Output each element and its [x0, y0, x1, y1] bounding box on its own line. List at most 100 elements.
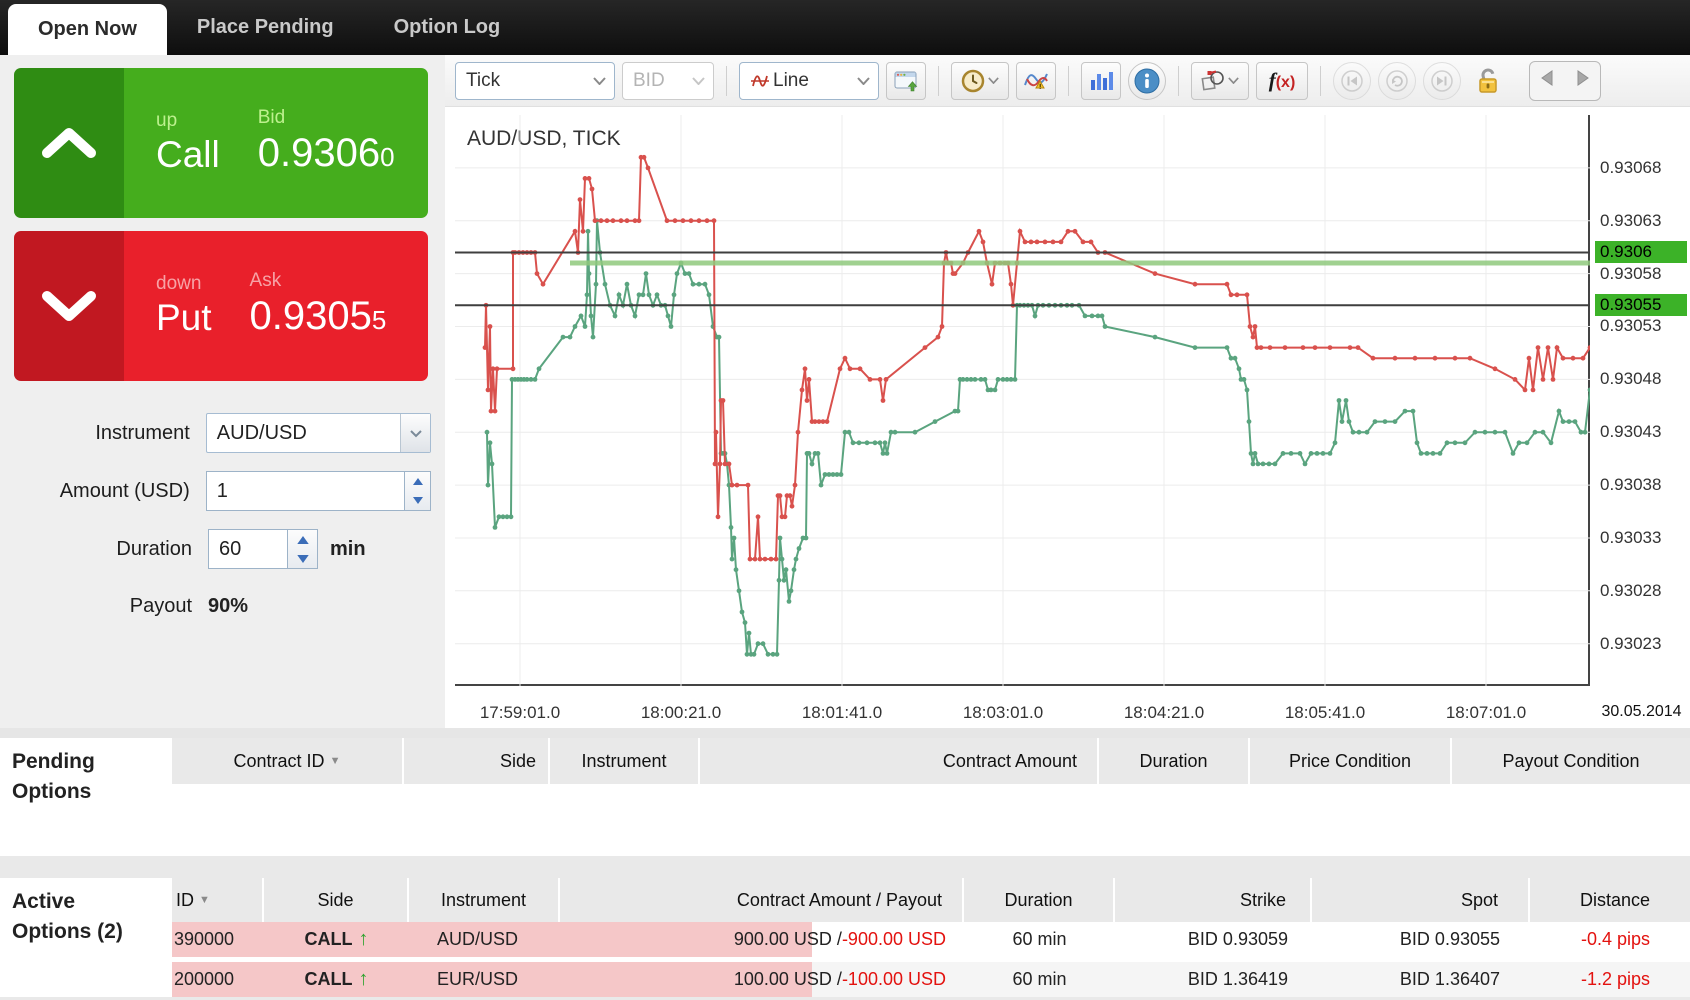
chart-alerts-button[interactable] — [1016, 61, 1056, 100]
chevron-down-icon — [1228, 77, 1239, 84]
period-select[interactable]: Tick — [455, 61, 615, 100]
col-price-condition[interactable]: Price Condition — [1250, 738, 1452, 784]
lock-scale-button[interactable] — [1468, 62, 1508, 100]
duration-stepper[interactable] — [288, 529, 318, 569]
duration-down-icon[interactable] — [288, 549, 317, 568]
price-axis[interactable]: 0.93068 0.93063 0.93058 0.93053 0.93048 0.930… — [1595, 115, 1690, 688]
time-tick-label: 18:03:01.0 — [962, 703, 1044, 722]
active-options-title: Active Options (2) — [0, 878, 172, 997]
duration-input[interactable]: 60 — [208, 529, 288, 569]
col-instrument[interactable]: Instrument — [550, 738, 700, 784]
amount-up-icon[interactable] — [405, 472, 430, 491]
info-button[interactable] — [1128, 61, 1166, 100]
export-window-button[interactable] — [886, 61, 926, 100]
bid-price: 0.93060 — [257, 131, 395, 175]
chart-warning-icon — [1024, 73, 1048, 89]
call-direction-label: up — [156, 110, 178, 131]
cell-id: 390000 — [172, 922, 264, 957]
skip-to-end-button[interactable] — [1423, 61, 1461, 100]
put-button[interactable]: down Put Ask 0.93055 — [14, 231, 428, 381]
fx-icon: f(x) — [1268, 68, 1296, 92]
skip-end-icon — [1431, 69, 1453, 92]
info-icon — [1134, 68, 1160, 93]
col-duration[interactable]: Duration — [1099, 738, 1250, 784]
duration-up-icon[interactable] — [288, 530, 317, 549]
up-chevron-icon — [14, 68, 124, 218]
cell-duration: 60 min — [1012, 929, 1067, 949]
amount-down-icon[interactable] — [405, 491, 430, 510]
price-tick-label: 0.93053 — [1600, 316, 1662, 336]
shapes-icon — [1201, 70, 1224, 91]
skip-to-start-button[interactable] — [1333, 61, 1371, 100]
col-id[interactable]: ID ▼ — [172, 878, 264, 922]
active-options-section: Active Options (2) ID ▼ Side Instrument Co… — [0, 878, 1690, 997]
time-axis[interactable]: 17:59:01.0 18:00:21.0 18:01:41.0 18:03:01.0… — [455, 695, 1590, 725]
active-option-row[interactable]: 390000 CALL ↑ AUD/USD 900.00 USD / -900.0… — [172, 922, 1690, 957]
pending-table-header: Contract ID ▼ Side Instrument Contract Am… — [172, 738, 1690, 784]
tab-open-now[interactable]: Open Now — [8, 4, 167, 55]
col-contract-id[interactable]: Contract ID ▼ — [172, 738, 404, 784]
price-tick-label: 0.93033 — [1600, 527, 1662, 547]
call-button[interactable]: up Call Bid 0.93060 — [14, 68, 428, 218]
col-strike[interactable]: Strike — [1115, 878, 1312, 922]
pending-table-body — [172, 784, 1690, 856]
col-distance[interactable]: Distance — [1579, 889, 1650, 910]
tab-option-log[interactable]: Option Log — [393, 16, 501, 38]
active-option-row[interactable]: 200000 CALL ↑ EUR/USD 100.00 USD / -100.0… — [172, 962, 1690, 997]
down-chevron-icon — [14, 231, 124, 381]
chevron-down-icon — [857, 76, 870, 85]
put-action-label: Put — [156, 297, 212, 338]
time-tick-label: 18:04:21.0 — [1123, 703, 1205, 722]
ask-price: 0.93055 — [249, 294, 387, 338]
col-side[interactable]: Side — [264, 878, 409, 922]
col-amount-payout[interactable]: Contract Amount / Payout — [560, 878, 964, 922]
price-tick-label: 0.93063 — [1600, 210, 1662, 230]
cell-strike: BID 0.93059 — [1187, 929, 1288, 949]
col-instrument[interactable]: Instrument — [409, 878, 560, 922]
clock-icon — [961, 69, 985, 92]
time-periods-button[interactable] — [951, 61, 1009, 100]
replay-icon — [1386, 69, 1408, 92]
scroll-right-button[interactable] — [1576, 70, 1590, 91]
time-tick-label: 18:07:01.0 — [1445, 703, 1527, 722]
sort-desc-icon: ▼ — [199, 894, 210, 906]
call-action-label: Call — [156, 134, 220, 175]
price-tick-label: 0.93043 — [1600, 422, 1662, 442]
payout-label: Payout — [129, 595, 192, 617]
active-table-body: 390000 CALL ↑ AUD/USD 900.00 USD / -900.0… — [172, 922, 1690, 997]
cell-side: CALL ↑ — [264, 962, 409, 997]
indicators-button[interactable]: f(x) — [1256, 61, 1308, 100]
pending-options-title: Pending Options — [0, 738, 172, 856]
chart-plot[interactable] — [455, 115, 1590, 686]
price-chart[interactable] — [455, 115, 1590, 686]
col-contract-amount[interactable]: Contract Amount — [700, 738, 1099, 784]
amount-input[interactable]: 1 — [205, 471, 406, 511]
skip-start-icon — [1341, 69, 1363, 92]
price-tick-label: 0.93068 — [1600, 157, 1662, 177]
tab-place-pending[interactable]: Place Pending — [196, 16, 334, 38]
cell-distance: -1.2 pips — [1580, 969, 1650, 989]
chevron-down-icon — [692, 76, 705, 85]
scroll-left-button[interactable] — [1540, 70, 1554, 91]
draw-shapes-button[interactable] — [1191, 61, 1249, 100]
col-payout-condition[interactable]: Payout Condition — [1502, 750, 1640, 771]
amount-stepper[interactable] — [405, 471, 431, 511]
col-spot[interactable]: Spot — [1312, 878, 1530, 922]
cell-amount-payout: 900.00 USD / -900.00 USD — [560, 922, 964, 957]
quote-price-badge: 0.93055 — [1595, 294, 1687, 317]
chart-type-value: Line — [773, 69, 809, 91]
chevron-down-icon[interactable] — [400, 414, 430, 452]
bar-chart-icon — [1091, 71, 1113, 90]
chart-type-select[interactable]: Line — [739, 61, 879, 100]
instrument-select[interactable]: AUD/USD — [205, 413, 431, 453]
replay-button[interactable] — [1378, 61, 1416, 100]
col-side[interactable]: Side — [404, 738, 550, 784]
volumes-button[interactable] — [1081, 61, 1121, 100]
axis-date-label: 30.05.2014 — [1601, 703, 1682, 720]
chevron-down-icon — [988, 77, 999, 84]
unlock-icon — [1479, 68, 1497, 93]
cell-duration: 60 min — [1012, 969, 1067, 989]
col-duration[interactable]: Duration — [964, 878, 1115, 922]
arrow-right-icon — [1577, 70, 1589, 86]
price-tick-label: 0.93058 — [1600, 263, 1662, 283]
